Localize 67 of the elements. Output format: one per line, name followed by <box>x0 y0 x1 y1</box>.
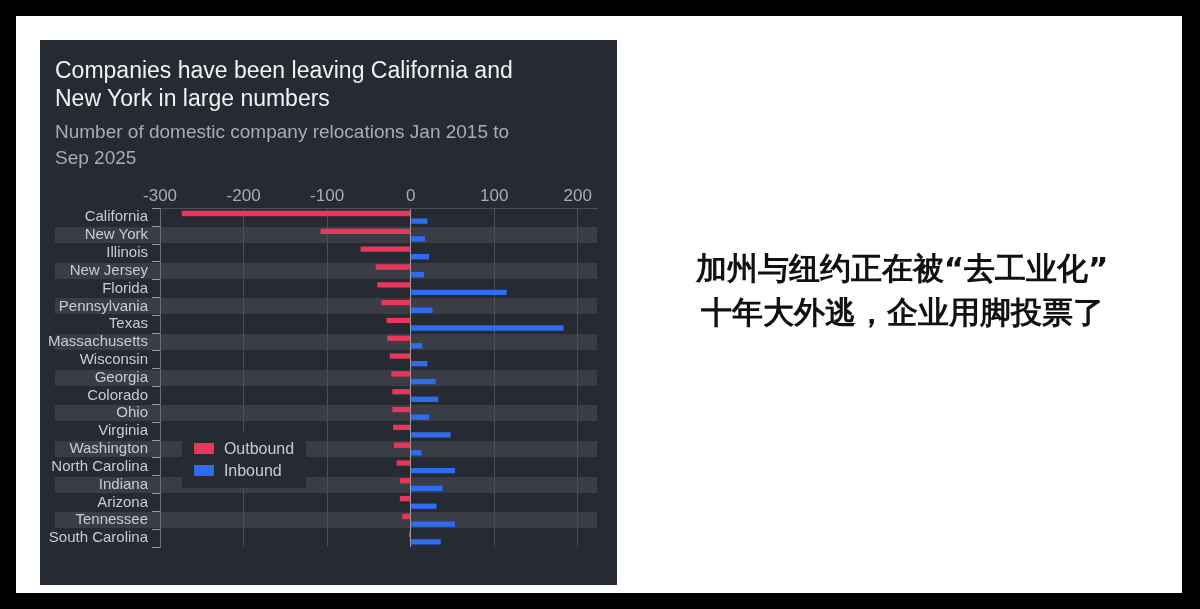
bar <box>391 371 411 377</box>
y-tick-label: Wisconsin <box>79 350 149 368</box>
chart-subtitle: Number of domestic company relocations Jan 2015 to Sep 2025 <box>55 120 511 170</box>
y-tick-label: Massachusetts <box>47 332 149 350</box>
bar <box>411 467 455 474</box>
legend-label: Outbound <box>223 439 295 458</box>
x-tick-label: -200 <box>226 185 261 205</box>
y-tick-label: Illinois <box>106 243 149 261</box>
bar <box>411 307 433 313</box>
bar <box>381 299 411 306</box>
bar <box>411 289 507 296</box>
y-tick-label: Texas <box>108 314 149 332</box>
text: 加州与纽约正在被“去工业化” 十年大外逃，企业用脚投票了 <box>694 249 1110 332</box>
y-tick-label: Ohio <box>116 403 149 421</box>
bar <box>392 389 411 395</box>
x-tick-label: 100 <box>480 185 509 205</box>
bar <box>389 353 411 359</box>
x-tick-label: 200 <box>563 185 592 205</box>
bar <box>411 432 451 438</box>
bar <box>181 210 411 217</box>
x-tick-label: -100 <box>310 185 345 205</box>
bar <box>360 246 411 252</box>
y-tick-label: Florida <box>102 278 149 296</box>
bar <box>411 271 425 278</box>
y-tick-label: South Carolina <box>48 528 149 546</box>
bar <box>387 335 411 341</box>
y-tick-label: Georgia <box>94 367 149 385</box>
bar <box>377 282 411 288</box>
bar <box>411 485 443 492</box>
x-tick-label: -300 <box>143 185 178 205</box>
chart-title: Companies have been leaving California and New York in large numbers <box>55 56 514 112</box>
y-tick-label: California <box>84 207 149 225</box>
y-tick-label: New York <box>84 225 149 243</box>
bar <box>411 325 564 331</box>
bar <box>411 539 441 545</box>
bar <box>411 521 455 527</box>
bar <box>411 378 436 385</box>
bar <box>411 396 439 402</box>
bar <box>320 228 411 234</box>
bar <box>411 414 430 420</box>
y-tick-label: Pennsylvania <box>58 296 149 314</box>
bar <box>411 450 422 456</box>
bar <box>399 496 411 502</box>
y-tick-label: Indiana <box>98 474 149 492</box>
y-tick-label: Virginia <box>98 421 149 439</box>
legend-label: Inbound <box>223 461 282 480</box>
bar <box>411 236 425 242</box>
bar <box>375 264 411 270</box>
bar <box>411 254 430 260</box>
bar <box>393 442 411 448</box>
y-tick-label: Washington <box>69 439 149 457</box>
bar <box>411 361 428 367</box>
y-tick-label: North Carolina <box>51 456 149 474</box>
y-tick-label: Colorado <box>87 385 149 403</box>
y-tick-label: Arizona <box>97 492 149 510</box>
bar <box>386 317 411 324</box>
bar <box>411 218 428 224</box>
y-tick-label: New Jersey <box>69 260 149 278</box>
bar <box>402 513 411 520</box>
y-tick-label: Tennessee <box>75 510 149 528</box>
bar <box>399 478 411 484</box>
x-tick-label: 0 <box>405 185 416 205</box>
bar <box>396 460 411 466</box>
bar <box>392 406 411 413</box>
bar <box>393 424 411 431</box>
bar <box>411 343 423 349</box>
bar <box>411 503 437 509</box>
